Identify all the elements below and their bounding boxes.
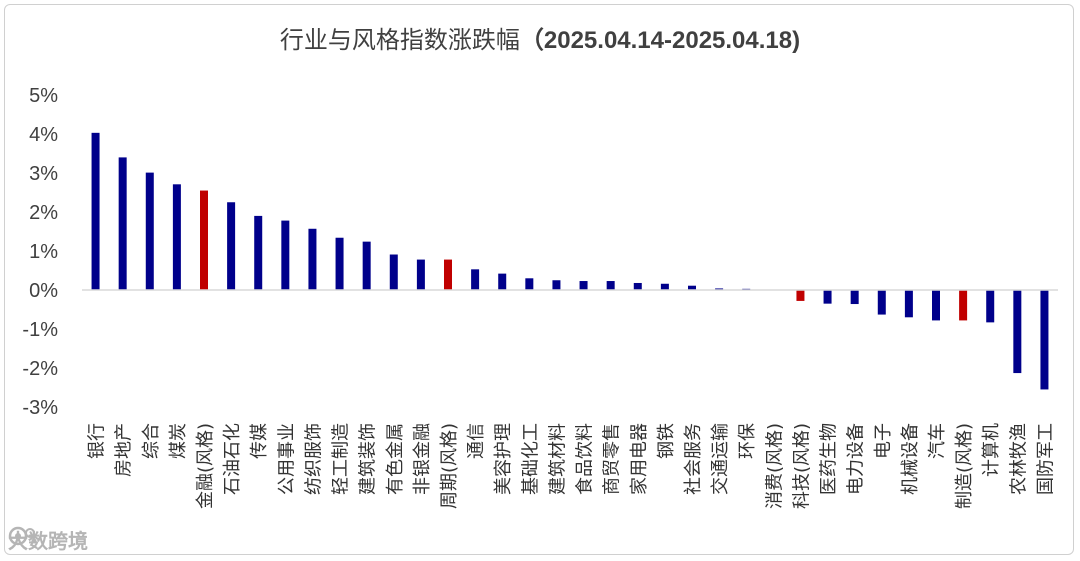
x-tick-label: 建筑材料 — [547, 423, 568, 495]
x-tick-label: 汽车 — [927, 423, 948, 459]
bar — [606, 281, 615, 290]
x-tick-label: 钢铁 — [656, 423, 677, 459]
x-tick-label: 纺织服饰 — [303, 423, 324, 495]
bar — [308, 228, 317, 290]
bar — [904, 290, 913, 318]
x-axis: 银行 房地产 综合 煤炭 金融(风格) 石油石化 传媒 公用事业 纺织服饰 轻工制造 建筑装饰 有色金… — [87, 423, 1057, 509]
bars — [91, 132, 1049, 390]
chart-title-date: （2025.04.14-2025.04.18) — [519, 27, 801, 54]
bar — [823, 290, 832, 304]
x-tick-label: 非银金融 — [412, 423, 433, 495]
chart-title-text: 行业与风格指数涨跌幅 — [279, 26, 520, 54]
y-tick-label: 2% — [29, 202, 58, 224]
y-tick-label: 4% — [29, 124, 58, 146]
x-tick-label: 石油石化 — [222, 423, 243, 495]
bar — [389, 254, 398, 290]
x-tick-label: 制造(风格) — [954, 423, 975, 509]
brand-logo-icon — [8, 526, 37, 546]
x-tick-label: 计算机 — [981, 423, 1002, 477]
x-tick-label: 环保 — [737, 423, 758, 459]
bar — [281, 220, 290, 290]
x-tick-label: 公用事业 — [276, 423, 297, 495]
x-tick-label: 科技(风格) — [791, 423, 812, 509]
x-tick-label: 商贸零售 — [602, 423, 623, 495]
x-tick-label: 交通运输 — [710, 423, 731, 495]
x-tick-label: 美容护理 — [493, 423, 514, 495]
y-tick-label: 3% — [29, 163, 58, 185]
chart-title: 行业与风格指数涨跌幅（2025.04.14-2025.04.18) — [0, 20, 1080, 55]
y-axis: 5% 4% 3% 2% 1% 0% -1% -2% -3% — [22, 85, 58, 419]
y-tick-label: -1% — [22, 319, 58, 341]
x-tick-label: 煤炭 — [168, 423, 189, 459]
x-tick-label: 家用电器 — [629, 423, 650, 495]
watermark: 大数跨境 — [8, 524, 88, 554]
bar — [552, 280, 561, 290]
y-tick-label: 0% — [29, 280, 58, 302]
bar — [145, 172, 154, 290]
bar — [1040, 290, 1049, 390]
bar — [91, 132, 100, 290]
y-tick-label: -2% — [22, 358, 58, 380]
bar — [335, 237, 344, 290]
x-tick-label: 传媒 — [249, 423, 270, 459]
bar — [579, 281, 588, 290]
bar — [633, 282, 642, 290]
x-tick-label: 机械设备 — [900, 423, 921, 495]
x-tick-label: 电子 — [873, 423, 894, 459]
bar — [959, 290, 968, 321]
bar — [715, 288, 724, 290]
bar — [688, 285, 696, 290]
x-tick-label: 有色金属 — [385, 423, 406, 495]
x-tick-label: 社会服务 — [683, 423, 704, 495]
bar — [227, 202, 236, 290]
y-tick-label: 1% — [29, 241, 58, 263]
bar — [172, 184, 181, 290]
x-tick-label: 医药生物 — [819, 423, 840, 495]
x-tick-label: 消费(风格) — [764, 423, 785, 509]
bar — [200, 190, 208, 290]
x-tick-label: 基础化工 — [520, 423, 541, 495]
bar — [498, 273, 507, 290]
x-tick-label: 通信 — [466, 423, 487, 459]
x-tick-label: 国防军工 — [1035, 423, 1056, 495]
watermark-text: 大数跨境 — [8, 528, 88, 553]
bar — [525, 278, 534, 290]
x-tick-label: 周期(风格) — [439, 423, 460, 509]
bar — [118, 157, 127, 290]
bar — [796, 290, 805, 301]
bar — [1013, 290, 1022, 374]
bar — [362, 241, 371, 290]
bar — [471, 269, 480, 290]
bar — [932, 290, 940, 321]
chart-frame — [4, 4, 1074, 555]
bar — [850, 290, 859, 305]
y-tick-label: -3% — [22, 397, 58, 419]
x-tick-label: 建筑装饰 — [358, 423, 379, 495]
y-tick-label: 5% — [29, 85, 58, 107]
x-tick-label: 金融(风格) — [195, 423, 216, 509]
x-tick-label: 银行 — [87, 423, 108, 459]
bar — [660, 283, 669, 290]
x-tick-label: 农林牧渔 — [1008, 423, 1029, 495]
x-tick-label: 食品饮料 — [575, 423, 596, 495]
bar — [254, 215, 263, 290]
x-tick-label: 轻工制造 — [331, 423, 352, 495]
bar — [444, 259, 452, 290]
x-tick-label: 综合 — [141, 423, 162, 459]
bar — [877, 290, 886, 315]
x-tick-label: 房地产 — [114, 423, 135, 477]
bar — [986, 290, 995, 323]
x-tick-label: 电力设备 — [846, 423, 867, 495]
bar — [416, 259, 425, 290]
